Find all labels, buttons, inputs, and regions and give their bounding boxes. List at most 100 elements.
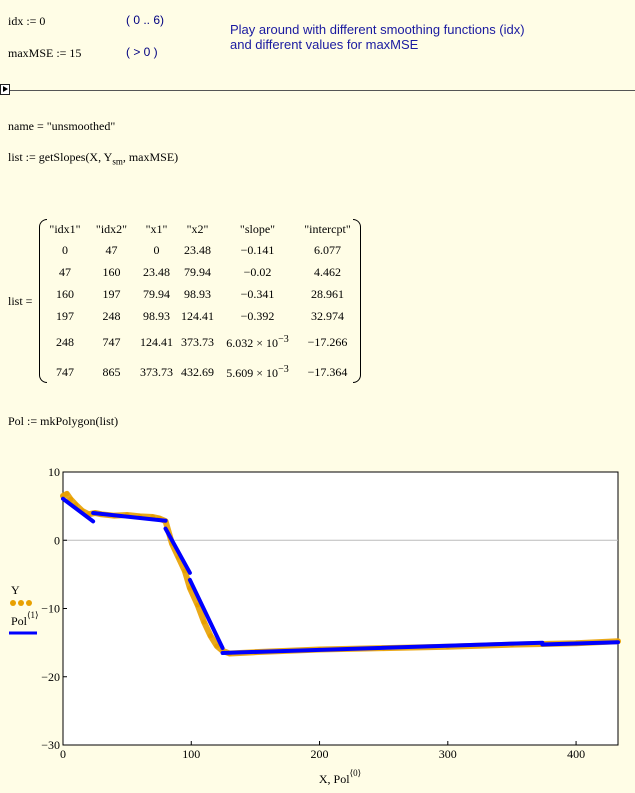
matrix-cell: 248 bbox=[102, 308, 121, 323]
series-pol-segment bbox=[187, 577, 225, 651]
matrix-cell: 98.93 bbox=[143, 308, 170, 323]
legend-label-pol-sup: ⟨1⟩ bbox=[27, 610, 39, 620]
matrix-cell: 4.462 bbox=[314, 264, 341, 279]
matrix-cell: 865 bbox=[102, 364, 121, 379]
y-tick-label: −30 bbox=[41, 738, 60, 752]
matrix-header: "idx2" bbox=[95, 221, 128, 236]
name-evaluation[interactable]: name = "unsmoothed" bbox=[8, 119, 116, 133]
x-tick-label: 200 bbox=[311, 747, 329, 761]
collapse-region-toggle[interactable] bbox=[0, 84, 10, 95]
series-y-point bbox=[208, 633, 214, 639]
idx-definition[interactable]: idx := 0 bbox=[8, 14, 46, 28]
list-evaluation-label: list = bbox=[8, 294, 33, 308]
matrix-row: 248 747 124.41 373.73 6.032 × 10−3 −17.2… bbox=[40, 327, 355, 357]
x-tick-label: 400 bbox=[567, 747, 585, 761]
maxmse-range-note: ( > 0 ) bbox=[126, 45, 158, 59]
matrix-cell: 373.73 bbox=[140, 364, 173, 379]
region-divider bbox=[10, 90, 635, 91]
legend-marker-y bbox=[26, 600, 32, 606]
legend-label-pol: Pol⟨1⟩ bbox=[11, 610, 39, 628]
matrix-cell: 47 bbox=[105, 242, 118, 257]
legend-marker-y bbox=[10, 600, 16, 606]
series-pol-segment bbox=[220, 640, 545, 655]
series-y-point bbox=[195, 602, 201, 608]
matrix-cell: 160 bbox=[102, 264, 121, 279]
y-tick-label: 0 bbox=[54, 533, 60, 547]
list-def-sub: sm bbox=[112, 156, 123, 167]
matrix-row: 47 160 23.48 79.94 −0.02 4.462 bbox=[40, 261, 355, 283]
matrix-cell: 32.974 bbox=[311, 308, 344, 323]
matrix-cell: 747 bbox=[102, 334, 121, 349]
y-tick-label: −10 bbox=[41, 602, 60, 616]
list-def-post: , maxMSE) bbox=[122, 150, 179, 164]
pol-definition[interactable]: Pol := mkPolygon(list) bbox=[8, 414, 119, 428]
matrix-cell: 79.94 bbox=[143, 286, 170, 301]
matrix-header: "slope" bbox=[239, 221, 276, 236]
x-axis-label: X, Pol⟨0⟩ bbox=[319, 768, 361, 786]
matrix-cell: 124.41 bbox=[181, 308, 214, 323]
list-definition[interactable]: list := getSlopes(X, Ysm, maxMSE) bbox=[8, 150, 178, 166]
series-pol bbox=[61, 496, 620, 655]
matrix-cell: 0 bbox=[153, 242, 160, 257]
matrix-cell: 47 bbox=[59, 264, 71, 279]
series-y-point bbox=[201, 619, 207, 625]
matrix-row: 197 248 98.93 124.41 −0.392 32.974 bbox=[40, 305, 355, 327]
matrix-cell: 197 bbox=[102, 286, 121, 301]
matrix-row: 160 197 79.94 98.93 −0.341 28.961 bbox=[40, 283, 355, 305]
x-tick-label: 0 bbox=[60, 747, 66, 761]
matrix-cell: −17.364 bbox=[307, 364, 348, 379]
series-pol-segment bbox=[540, 640, 620, 647]
matrix-cell: 23.48 bbox=[143, 264, 170, 279]
series-y-point bbox=[68, 496, 74, 502]
matrix-cell-mantissa: 6.032 × 10 bbox=[226, 335, 279, 350]
matrix-cell: 6.032 × 10−3 bbox=[215, 327, 300, 357]
y-tick-label: −20 bbox=[41, 670, 60, 684]
note-line-2: and different values for maxMSE bbox=[230, 37, 419, 52]
legend-label-pol-name: Pol bbox=[11, 614, 28, 628]
series-pol-segment bbox=[91, 511, 168, 523]
matrix-cell: 248 bbox=[56, 334, 74, 349]
plot-frame bbox=[62, 471, 619, 746]
matrix-cell: 79.94 bbox=[184, 264, 211, 279]
matrix-cell: −17.266 bbox=[307, 334, 348, 349]
matrix-cell: 197 bbox=[56, 308, 74, 323]
x-axis-label-text: X, Pol bbox=[319, 772, 350, 786]
matrix-header: "intercpt" bbox=[304, 221, 351, 236]
matrix-cell: −0.341 bbox=[240, 286, 275, 301]
matrix-cell: 124.41 bbox=[140, 334, 173, 349]
matrix-row: 747 865 373.73 432.69 5.609 × 10−3 −17.3… bbox=[40, 357, 355, 387]
matrix-cell: 747 bbox=[56, 364, 74, 379]
series-y-point bbox=[60, 493, 66, 499]
matrix-cell: 28.961 bbox=[311, 286, 344, 301]
matrix-header: "x1" bbox=[145, 221, 168, 236]
matrix-cell: 0 bbox=[62, 242, 68, 257]
x-tick-label: 100 bbox=[182, 747, 200, 761]
plot-area bbox=[62, 471, 619, 746]
x-tick-label: 300 bbox=[439, 747, 457, 761]
matrix-cell: 23.48 bbox=[184, 242, 211, 257]
plot-legend: Y Pol⟨1⟩ bbox=[9, 583, 39, 635]
idx-range-note: ( 0 .. 6) bbox=[126, 13, 165, 27]
matrix-cell-exponent: −3 bbox=[278, 363, 289, 375]
matrix-cell-exponent: −3 bbox=[278, 333, 289, 345]
x-axis-label-sup: ⟨0⟩ bbox=[350, 768, 362, 778]
series-y-point bbox=[64, 491, 70, 497]
matrix-cell: 160 bbox=[56, 286, 74, 301]
matrix-cell: 432.69 bbox=[181, 364, 214, 379]
list-def-pre: list := getSlopes(X, Y bbox=[8, 150, 113, 164]
series-y-point bbox=[214, 643, 220, 649]
matrix-cell: −0.392 bbox=[240, 308, 275, 323]
matrix-cell-mantissa: 5.609 × 10 bbox=[226, 365, 279, 380]
matrix-row: 0 47 0 23.48 −0.141 6.077 bbox=[40, 239, 355, 261]
note-line-1: Play around with different smoothing fun… bbox=[230, 22, 525, 37]
matrix-cell: 5.609 × 10−3 bbox=[215, 357, 300, 387]
matrix-header: "x2" bbox=[186, 221, 209, 236]
matrix-cell: 6.077 bbox=[314, 242, 341, 257]
matrix-header: "idx1" bbox=[49, 221, 81, 236]
series-pol-segment bbox=[61, 496, 96, 524]
matrix-cell: 373.73 bbox=[181, 334, 214, 349]
maxmse-definition[interactable]: maxMSE := 15 bbox=[8, 46, 82, 60]
list-result-matrix[interactable]: "idx1" "idx2" "x1" "x2" "slope" "intercp… bbox=[40, 219, 355, 387]
matrix-cell: 98.93 bbox=[184, 286, 211, 301]
